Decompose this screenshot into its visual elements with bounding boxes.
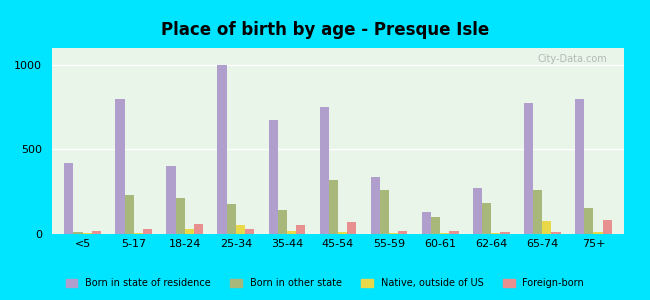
Bar: [134, 233, 143, 234]
Legend: Born in state of residence, Born in other state, Native, outside of US, Foreign-: Born in state of residence, Born in othe…: [62, 274, 588, 292]
Bar: [593, 232, 603, 234]
Bar: [245, 229, 254, 234]
Bar: [143, 229, 152, 234]
Bar: [551, 232, 561, 234]
Bar: [338, 232, 347, 234]
Bar: [347, 222, 356, 234]
Bar: [603, 220, 612, 234]
Bar: [287, 231, 296, 234]
Text: Place of birth by age - Presque Isle: Place of birth by age - Presque Isle: [161, 21, 489, 39]
Bar: [431, 217, 440, 234]
Bar: [370, 176, 380, 234]
Bar: [278, 210, 287, 234]
Bar: [73, 232, 83, 234]
Bar: [268, 120, 278, 234]
Bar: [449, 231, 458, 234]
Bar: [584, 208, 593, 234]
Bar: [296, 225, 306, 234]
Bar: [542, 221, 551, 234]
Bar: [422, 212, 431, 234]
Bar: [194, 224, 203, 234]
Text: City-Data.com: City-Data.com: [537, 54, 607, 64]
Bar: [380, 190, 389, 234]
Bar: [166, 167, 176, 234]
Bar: [482, 203, 491, 234]
Bar: [320, 107, 329, 234]
Bar: [575, 99, 584, 234]
Bar: [125, 195, 134, 234]
Bar: [92, 232, 101, 234]
Bar: [185, 229, 194, 234]
Bar: [329, 180, 338, 234]
Bar: [176, 199, 185, 234]
Bar: [115, 99, 125, 234]
Bar: [227, 204, 236, 234]
Bar: [524, 103, 533, 234]
Bar: [440, 233, 449, 234]
Bar: [500, 232, 510, 234]
Bar: [83, 233, 92, 234]
Bar: [389, 233, 398, 234]
Bar: [398, 232, 408, 234]
Bar: [491, 233, 500, 234]
Bar: [533, 190, 542, 234]
Bar: [218, 65, 227, 234]
Bar: [473, 188, 482, 234]
Bar: [64, 163, 73, 234]
Bar: [236, 225, 245, 234]
